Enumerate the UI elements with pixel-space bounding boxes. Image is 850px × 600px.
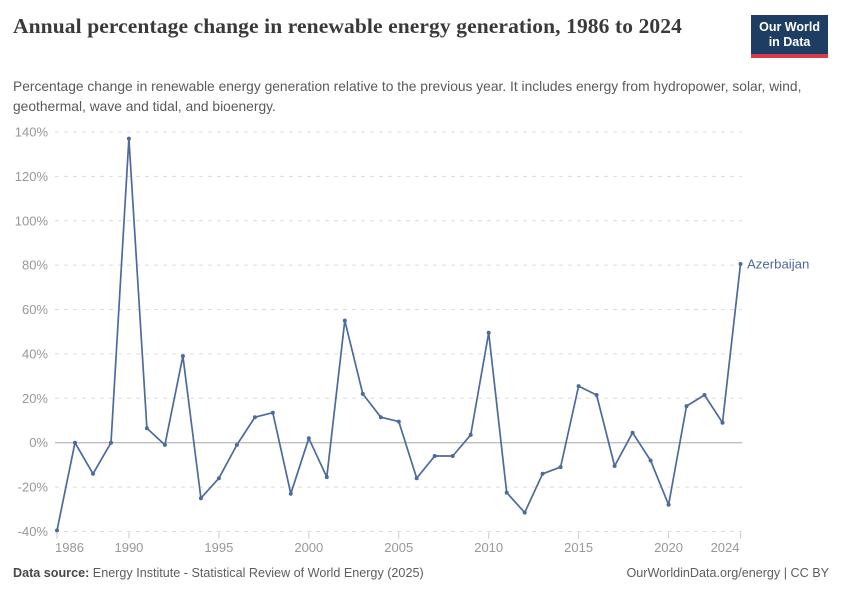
data-point-2021: [684, 404, 689, 409]
x-axis-label-2020: 2020: [654, 540, 683, 555]
data-point-2005: [396, 419, 401, 424]
owid-logo-line1: Our World: [759, 20, 820, 34]
data-point-1997: [252, 415, 257, 420]
data-point-2003: [360, 391, 365, 396]
data-point-2008: [450, 454, 455, 458]
page-title: Annual percentage change in renewable en…: [13, 14, 682, 38]
data-point-2024: [738, 262, 743, 266]
data-point-2014: [558, 465, 563, 470]
y-axis-label-20: 20%: [22, 391, 48, 406]
y-axis-label-100: 100%: [15, 213, 49, 228]
line-series-azerbaijan: [56, 137, 742, 532]
data-point-1998: [270, 410, 275, 415]
data-point-1995: [216, 476, 221, 481]
data-point-1991: [144, 426, 149, 431]
data-point-2000: [306, 436, 311, 441]
data-point-2007: [432, 454, 437, 458]
data-point-1988: [91, 471, 95, 476]
data-point-1989: [109, 440, 113, 445]
data-point-1990: [126, 136, 131, 141]
data-point-2011: [504, 490, 509, 495]
x-axis-label-1990: 1990: [114, 540, 143, 555]
data-point-1994: [198, 496, 203, 501]
x-axis-label-1995: 1995: [204, 540, 233, 555]
data-point-2006: [414, 476, 419, 481]
data-point-2017: [612, 464, 617, 468]
x-axis-label-1986: 1986: [55, 540, 84, 555]
series-label-azerbaijan: Azerbaijan: [747, 257, 809, 272]
x-axis-label-2005: 2005: [384, 540, 413, 555]
y-axis-label-0: 0%: [29, 435, 48, 450]
chart-footer: Data source: Energy Institute - Statisti…: [13, 566, 829, 580]
data-point-2019: [648, 458, 653, 463]
y-axis-label-120: 120%: [15, 169, 49, 184]
x-axis-label-2000: 2000: [294, 540, 323, 555]
owid-logo: Our World in Data: [751, 15, 828, 58]
data-point-1987: [73, 440, 77, 445]
data-point-2020: [666, 502, 671, 507]
x-axis-label-2015: 2015: [564, 540, 593, 555]
data-point-2010: [486, 330, 491, 335]
x-axis-label-2024: 2024: [711, 540, 740, 555]
data-point-2015: [576, 384, 581, 389]
y-axis-label-60: 60%: [22, 302, 48, 317]
data-point-2002: [342, 318, 347, 323]
data-point-2004: [378, 415, 383, 420]
data-point-2013: [540, 471, 545, 476]
data-point-1986: [55, 528, 59, 533]
owid-license-link[interactable]: OurWorldinData.org/energy | CC BY: [626, 566, 829, 580]
data-point-1992: [162, 442, 167, 447]
y-axis-label-140: 140%: [15, 124, 49, 139]
y-axis-label-80: 80%: [22, 258, 48, 273]
data-source-text: Energy Institute - Statistical Review of…: [89, 566, 424, 580]
y-axis-label-40: 40%: [22, 346, 48, 361]
data-point-2018: [630, 430, 635, 435]
data-source-label: Data source:: [13, 566, 90, 580]
data-point-2012: [522, 510, 527, 515]
data-point-2001: [324, 475, 329, 480]
data-point-2016: [594, 393, 599, 397]
data-point-1999: [288, 491, 293, 496]
y-axis-label--20: -20%: [18, 480, 49, 495]
owid-logo-line2: in Data: [768, 35, 811, 49]
data-point-2023: [720, 420, 725, 425]
data-point-1993: [180, 354, 185, 359]
data-point-2022: [702, 393, 707, 397]
data-point-2009: [468, 432, 473, 437]
data-source: Data source: Energy Institute - Statisti…: [13, 566, 424, 580]
page-subtitle: Percentage change in renewable energy ge…: [13, 79, 802, 114]
x-axis-label-2010: 2010: [474, 540, 503, 555]
y-axis-label--40: -40%: [18, 524, 49, 539]
data-point-1996: [234, 442, 239, 447]
